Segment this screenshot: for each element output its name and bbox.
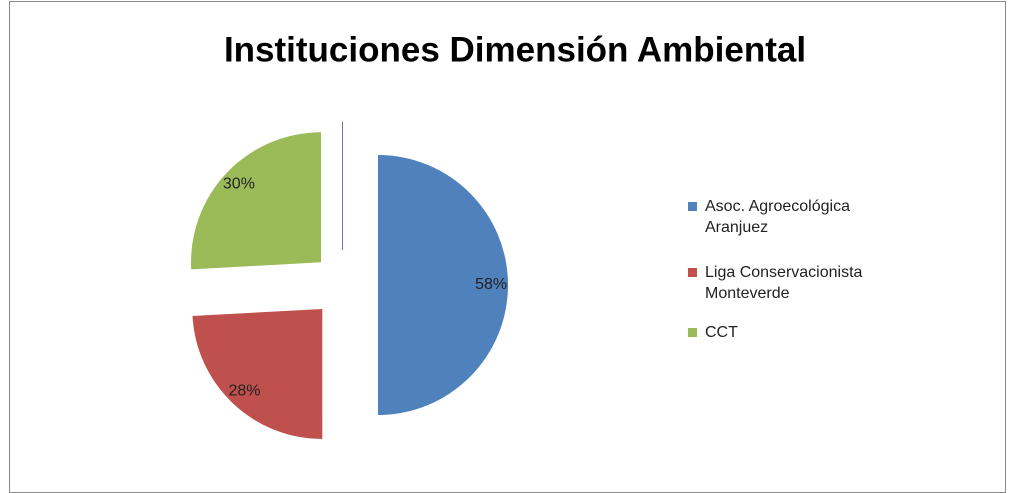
pie-slice	[191, 132, 322, 270]
legend-item: Asoc. Agroecológica Aranjuez	[688, 196, 888, 238]
legend-swatch	[688, 268, 697, 277]
legend-swatch	[688, 328, 697, 337]
legend-item: CCT	[688, 322, 888, 343]
pie-slice	[378, 155, 508, 415]
pie-slice	[192, 308, 323, 439]
legend-label: Asoc. Agroecológica Aranjuez	[705, 198, 850, 236]
legend: Asoc. Agroecológica Aranjuez Liga Conserv…	[688, 196, 888, 367]
legend-item: Liga Conservacionista Monteverde	[688, 262, 888, 304]
legend-swatch	[688, 202, 697, 211]
data-label: 30%	[223, 176, 255, 193]
chart-frame	[9, 1, 1006, 493]
chart-title: Instituciones Dimensión Ambiental	[224, 30, 806, 69]
legend-label: CCT	[705, 324, 738, 341]
legend-label: Liga Conservacionista Monteverde	[705, 264, 863, 302]
data-label: 58%	[475, 276, 507, 293]
data-label: 28%	[229, 382, 261, 399]
